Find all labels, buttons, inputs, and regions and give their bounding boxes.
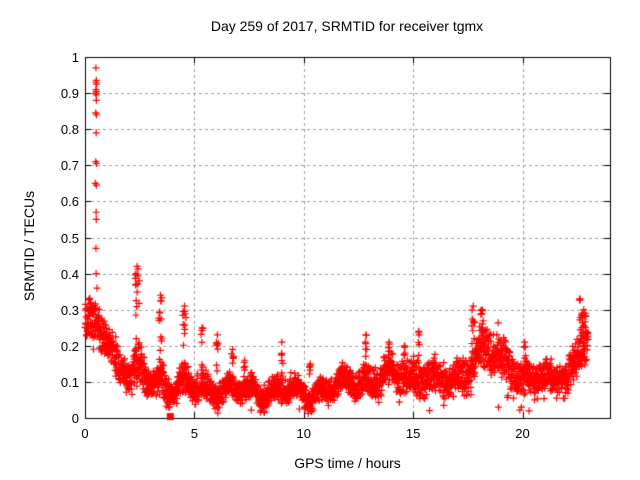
x-tick-label: 15	[405, 426, 421, 441]
y-axis-label: SRMTID / TECUs	[21, 190, 37, 302]
y-tick-label: 0	[71, 411, 79, 426]
y-tick-label: 0.5	[60, 230, 79, 246]
x-axis-label: GPS time / hours	[294, 455, 401, 471]
chart-title: Day 259 of 2017, SRMTID for receiver tgm…	[210, 18, 484, 34]
y-tick-label: 0.8	[60, 122, 79, 138]
y-tick-label: 0.1	[60, 374, 79, 390]
y-tick-label: 0.2	[60, 338, 79, 354]
x-tick-label: 20	[515, 426, 530, 441]
x-tick-label: 0	[81, 426, 89, 441]
x-tick-label: 10	[296, 426, 311, 441]
y-tick-label: 0.3	[60, 302, 79, 318]
y-tick-label: 0.6	[60, 194, 79, 210]
y-tick-label: 0.9	[60, 86, 79, 102]
y-tick-label: 1	[71, 50, 79, 65]
x-tick-label: 5	[190, 426, 198, 441]
y-tick-label: 0.7	[60, 158, 79, 174]
y-tick-label: 0.4	[60, 266, 79, 282]
